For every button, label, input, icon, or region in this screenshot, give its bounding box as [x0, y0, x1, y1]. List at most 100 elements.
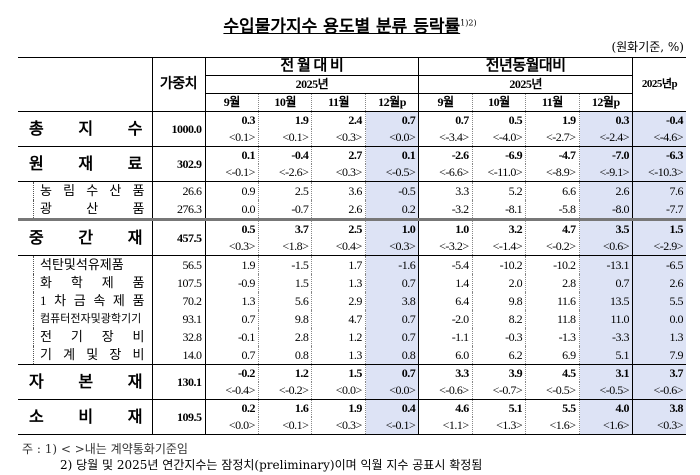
- label-char: 간: [78, 229, 94, 247]
- label-char: 자: [29, 373, 44, 391]
- table-row: 총 지 수 1000.0 0.3 1.9 2.4 0.7 0.7 0.5 1.9 0.3 -0.4: [18, 111, 686, 147]
- label-char: 품: [132, 275, 145, 290]
- mom-value: 7.6: [632, 181, 686, 200]
- mom-value: 3.8: [632, 399, 686, 417]
- label-char: 재: [78, 155, 94, 173]
- mom-value: 0.7: [204, 310, 259, 328]
- row-label-text: 컴퓨터전자및광학기기: [33, 310, 149, 328]
- label-char: 재: [127, 408, 143, 426]
- label-char: 기: [40, 347, 52, 362]
- mom-value: 1.2: [311, 328, 366, 346]
- contract-currency-value: <1.1>: [418, 417, 473, 435]
- row-weight: 109.5: [151, 399, 205, 435]
- mom-value: 2.6: [578, 181, 633, 200]
- mom-value: 2.4: [311, 111, 366, 129]
- mom-value: 0.7: [364, 328, 419, 346]
- label-char: 기: [70, 329, 83, 344]
- label-char: 소: [29, 408, 44, 426]
- contract-currency-value: <-0.2>: [257, 382, 312, 400]
- mom-value: 6.0: [418, 346, 473, 365]
- label-char: 품: [132, 183, 145, 198]
- row-weight: 130.1: [151, 364, 205, 400]
- mom-value: 3.9: [471, 364, 526, 382]
- mom-value: -5.8: [525, 200, 580, 221]
- header-month: 10월: [257, 93, 312, 112]
- contract-currency-value: <-3.4>: [418, 129, 473, 147]
- contract-currency-value: <-4.0>: [471, 129, 526, 147]
- mom-value: 3.7: [632, 364, 686, 382]
- label-char: 화: [40, 275, 52, 290]
- mom-value: 2.8: [525, 274, 580, 292]
- mom-value: -1.3: [525, 328, 580, 346]
- header-weight: 가중치: [151, 57, 205, 112]
- mom-value: 1.0: [364, 219, 419, 238]
- contract-currency-value: <-0.5>: [525, 382, 580, 400]
- mom-value: -10.2: [525, 255, 580, 274]
- mom-value: 1.4: [418, 274, 473, 292]
- table-row: <0.1> <0.1> <0.3> <0.0> <-3.4> <-4.0> <-2.7> <-…: [18, 129, 686, 147]
- mom-value: 11.0: [578, 310, 633, 328]
- table-row: 석탄및석유제품 56.5 1.9 -1.5 1.7 -1.6 -5.4 -10.2 -10.2-…: [18, 255, 686, 274]
- label-char: 중: [29, 229, 44, 247]
- contract-currency-value: <0.4>: [311, 238, 366, 256]
- label-char: 원: [29, 155, 44, 173]
- label-char: 료: [127, 155, 143, 173]
- mom-value: 8.2: [471, 310, 526, 328]
- mom-value: 1.0: [418, 219, 473, 238]
- header-blank: [18, 57, 152, 112]
- mom-value: 9.8: [471, 292, 526, 310]
- mom-value: 6.6: [525, 181, 580, 200]
- mom-value: 0.3: [578, 111, 633, 129]
- mom-value: -0.1: [204, 328, 259, 346]
- table-row: 중 간 재 457.5 0.5 3.7 2.5 1.0 1.0 3.2 4.7 3.5 1.5: [18, 219, 686, 256]
- label-char: 계: [63, 347, 76, 362]
- contract-currency-value: <-0.5>: [578, 382, 633, 400]
- mom-value: -7.0: [578, 146, 633, 164]
- label-char: 재: [127, 373, 143, 391]
- mom-value: 1.9: [204, 255, 259, 274]
- contract-currency-value: <-1.4>: [471, 238, 526, 256]
- label-char: 산: [109, 183, 122, 198]
- contract-currency-value: <1.6>: [578, 417, 633, 435]
- row-weight: 107.5: [151, 274, 205, 292]
- label-char: 품: [132, 201, 145, 216]
- row-weight: 93.1: [151, 310, 205, 328]
- mom-value: 11.6: [525, 292, 580, 310]
- contract-currency-value: <-0.6>: [418, 382, 473, 400]
- contract-currency-value: <-0.6>: [632, 382, 686, 400]
- mom-value: 1.2: [257, 364, 312, 382]
- mom-value: 2.8: [257, 328, 312, 346]
- contract-currency-value: <0.1>: [204, 129, 259, 147]
- mom-value: 3.1: [578, 364, 633, 382]
- table-row: 농 림 수 산 품 26.6 0.9 2.5 3.6 -0.5 3.3 5.2 6.6 2.6 7.6: [18, 181, 686, 200]
- mom-value: 3.3: [418, 181, 473, 200]
- label-char: 비: [78, 408, 94, 426]
- mom-value: 0.8: [364, 346, 419, 365]
- label-char: 금: [73, 293, 86, 308]
- mom-value: 13.5: [578, 292, 633, 310]
- contract-currency-value: <-2.4>: [578, 129, 633, 147]
- mom-value: -8.0: [578, 200, 633, 221]
- mom-value: 0.1: [204, 146, 259, 164]
- mom-value: 1.5: [632, 219, 686, 238]
- header-month: 12월p: [578, 93, 633, 112]
- contract-currency-value: <0.6>: [578, 238, 633, 256]
- mom-value: 4.7: [311, 310, 366, 328]
- label-char: 농: [40, 183, 52, 198]
- contract-currency-value: <1.6>: [525, 417, 580, 435]
- label-char: 제: [101, 275, 114, 290]
- header-month: 9월: [418, 93, 473, 112]
- mom-value: -7.7: [632, 200, 686, 221]
- mom-value: 5.1: [471, 399, 526, 417]
- mom-value: 3.8: [364, 292, 419, 310]
- row-weight: 32.8: [151, 328, 205, 346]
- mom-value: 0.5: [471, 111, 526, 129]
- header-month: 10월: [471, 93, 526, 112]
- row-weight: 302.9: [151, 146, 205, 182]
